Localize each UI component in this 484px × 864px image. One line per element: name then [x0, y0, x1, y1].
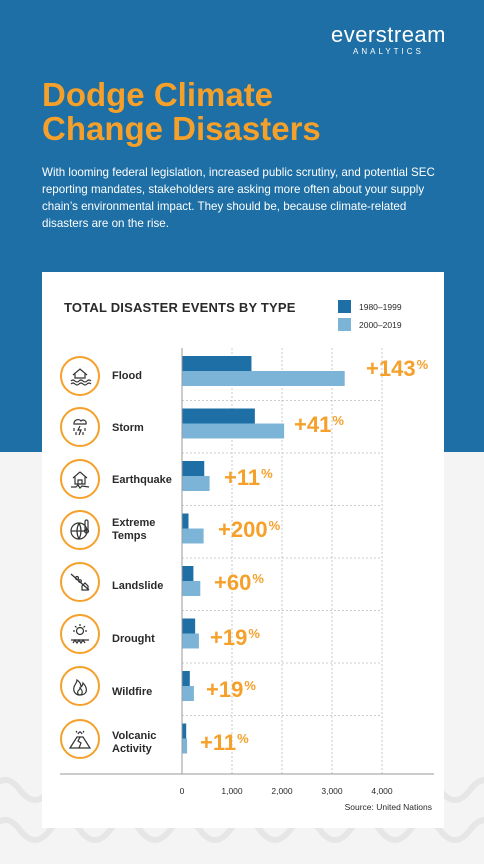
- x-tick-label: 4,000: [371, 786, 393, 796]
- pct-number-extreme-temps: +200: [218, 517, 268, 542]
- row-label-storm: Storm: [112, 422, 182, 435]
- bar-extreme-temps-series-1: [182, 513, 189, 529]
- row-label-volcanic-activity-line-2: Activity: [112, 743, 152, 755]
- page-title-line-1: Dodge Climate: [42, 76, 274, 113]
- x-tick-label: 0: [179, 786, 185, 796]
- bar-volcanic-activity-series-2: [182, 738, 188, 754]
- bar-flood-series-1: [182, 356, 252, 371]
- bar-landslide-series-1: [182, 566, 194, 581]
- pct-label-drought: +19%: [210, 625, 260, 650]
- bar-storm-series-1: [182, 408, 255, 424]
- chart-card: TOTAL DISASTER EVENTS BY TYPE 1980–1999 …: [42, 272, 444, 828]
- pct-symbol: %: [252, 571, 264, 586]
- pct-symbol: %: [416, 357, 429, 372]
- volcano-icon: [60, 719, 100, 759]
- landslide-icon: [60, 562, 100, 602]
- pct-symbol: %: [244, 678, 256, 693]
- row-label-landslide: Landslide: [112, 580, 182, 593]
- page-title-line-2: Change Disasters: [42, 110, 321, 147]
- brand-subtitle: ANALYTICS: [353, 47, 424, 56]
- pct-symbol: %: [332, 413, 344, 428]
- pct-number-wildfire: +19: [206, 677, 244, 702]
- pct-label-wildfire: +19%: [206, 677, 256, 702]
- legend-label-2000-2019: 2000–2019: [359, 319, 402, 330]
- pct-number-drought: +19: [210, 625, 248, 650]
- x-tick-label: 3,000: [321, 786, 343, 796]
- bar-chart-plot: [60, 348, 434, 775]
- brand-name: everstream: [330, 22, 446, 47]
- brand-logo[interactable]: everstream ANALYTICS: [330, 22, 446, 57]
- pct-number-flood: +143: [366, 356, 416, 381]
- row-label-volcanic-activity-line-1: Volcanic: [112, 730, 157, 742]
- pct-label-volcanic-activity: +11%: [200, 730, 249, 755]
- legend-swatch-2000-2019: [338, 318, 351, 331]
- row-label-extreme-temps-line-2: Temps: [112, 530, 147, 542]
- earthquake-icon: [60, 459, 100, 499]
- bar-extreme-temps-series-2: [182, 528, 204, 544]
- pct-symbol: %: [268, 518, 281, 533]
- pct-label-earthquake: +11%: [224, 465, 273, 490]
- bar-storm-series-2: [182, 423, 285, 439]
- row-label-wildfire: Wildfire: [112, 686, 182, 699]
- pct-symbol: %: [237, 731, 249, 746]
- row-label-drought: Drought: [112, 633, 182, 646]
- bar-earthquake-series-2: [182, 476, 210, 491]
- row-label-storm-line-1: Storm: [112, 422, 144, 434]
- bar-drought-series-2: [182, 633, 199, 649]
- legend-item-1980-1999: 1980–1999: [338, 300, 402, 313]
- pct-symbol: %: [261, 466, 273, 481]
- wildfire-icon: [60, 666, 100, 706]
- row-label-volcanic-activity: Volcanic Activity: [112, 730, 182, 756]
- bar-volcanic-activity-series-1: [182, 723, 187, 739]
- bar-earthquake-series-1: [182, 461, 205, 476]
- row-label-wildfire-line-1: Wildfire: [112, 686, 153, 698]
- flood-icon: [60, 356, 100, 396]
- bar-wildfire-series-2: [182, 686, 194, 701]
- pct-number-volcanic-activity: +11: [200, 730, 237, 755]
- row-label-flood-line-1: Flood: [112, 370, 142, 382]
- pct-label-landslide: +60%: [214, 570, 264, 595]
- row-label-drought-line-1: Drought: [112, 633, 155, 645]
- row-label-earthquake-line-1: Earthquake: [112, 474, 172, 486]
- bar-wildfire-series-1: [182, 671, 190, 686]
- x-tick-label: 2,000: [271, 786, 293, 796]
- x-tick-label: 1,000: [221, 786, 243, 796]
- bar-landslide-series-2: [182, 581, 201, 596]
- intro-paragraph: With looming federal legislation, increa…: [42, 166, 435, 230]
- pct-label-storm: +41%: [294, 412, 344, 437]
- chart-title: TOTAL DISASTER EVENTS BY TYPE: [64, 300, 296, 315]
- pct-number-storm: +41: [294, 412, 332, 437]
- storm-icon: [60, 407, 100, 447]
- pct-number-earthquake: +11: [224, 465, 261, 490]
- chart-legend: 1980–1999 2000–2019: [338, 300, 402, 336]
- drought-sun-icon: [60, 614, 100, 654]
- legend-label-1980-1999: 1980–1999: [359, 301, 402, 312]
- row-label-extreme-temps: Extreme Temps: [112, 517, 182, 543]
- row-label-flood: Flood: [112, 370, 182, 383]
- legend-item-2000-2019: 2000–2019: [338, 318, 402, 331]
- row-label-earthquake: Earthquake: [112, 474, 182, 487]
- row-label-landslide-line-1: Landslide: [112, 580, 164, 592]
- bar-flood-series-2: [182, 371, 345, 386]
- pct-label-extreme-temps: +200%: [218, 517, 281, 542]
- page-title: Dodge Climate Change Disasters: [42, 78, 422, 146]
- legend-swatch-1980-1999: [338, 300, 351, 313]
- row-label-extreme-temps-line-1: Extreme: [112, 517, 156, 529]
- bar-drought-series-1: [182, 618, 196, 634]
- pct-label-flood: +143%: [366, 356, 429, 381]
- pct-number-landslide: +60: [214, 570, 252, 595]
- source-note: Source: United Nations: [344, 802, 432, 812]
- thermometer-globe-icon: [60, 510, 100, 550]
- pct-symbol: %: [248, 626, 260, 641]
